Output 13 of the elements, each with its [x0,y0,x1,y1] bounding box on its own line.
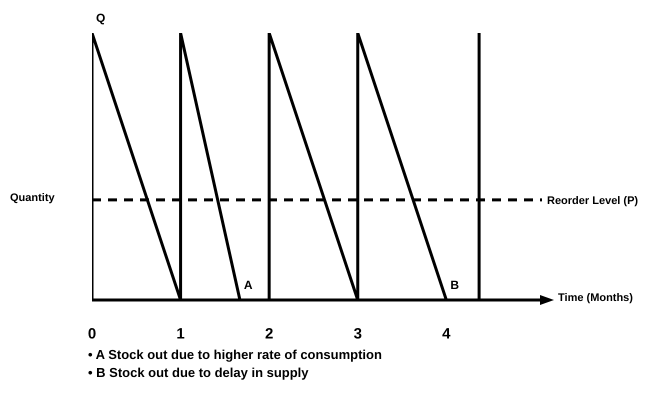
annotation: Q [96,11,106,25]
x-tick-label: 1 [176,326,185,343]
x-tick-label: 3 [354,326,362,343]
x-tick-label: 0 [88,326,96,343]
y-axis-title: Quantity [10,192,55,204]
text: • B Stock out due to delay in supply [88,364,310,382]
x-tick-label: 2 [264,326,274,343]
annotation: B [450,278,459,292]
ref-line-label: Reorder Level (P) [547,194,638,207]
x-tick-label: 4 [442,326,452,343]
text: • A Stock out due to higher rate of consumption [88,346,382,364]
x-axis-title: Time (Months) [558,292,633,304]
annotation: A [244,278,253,292]
